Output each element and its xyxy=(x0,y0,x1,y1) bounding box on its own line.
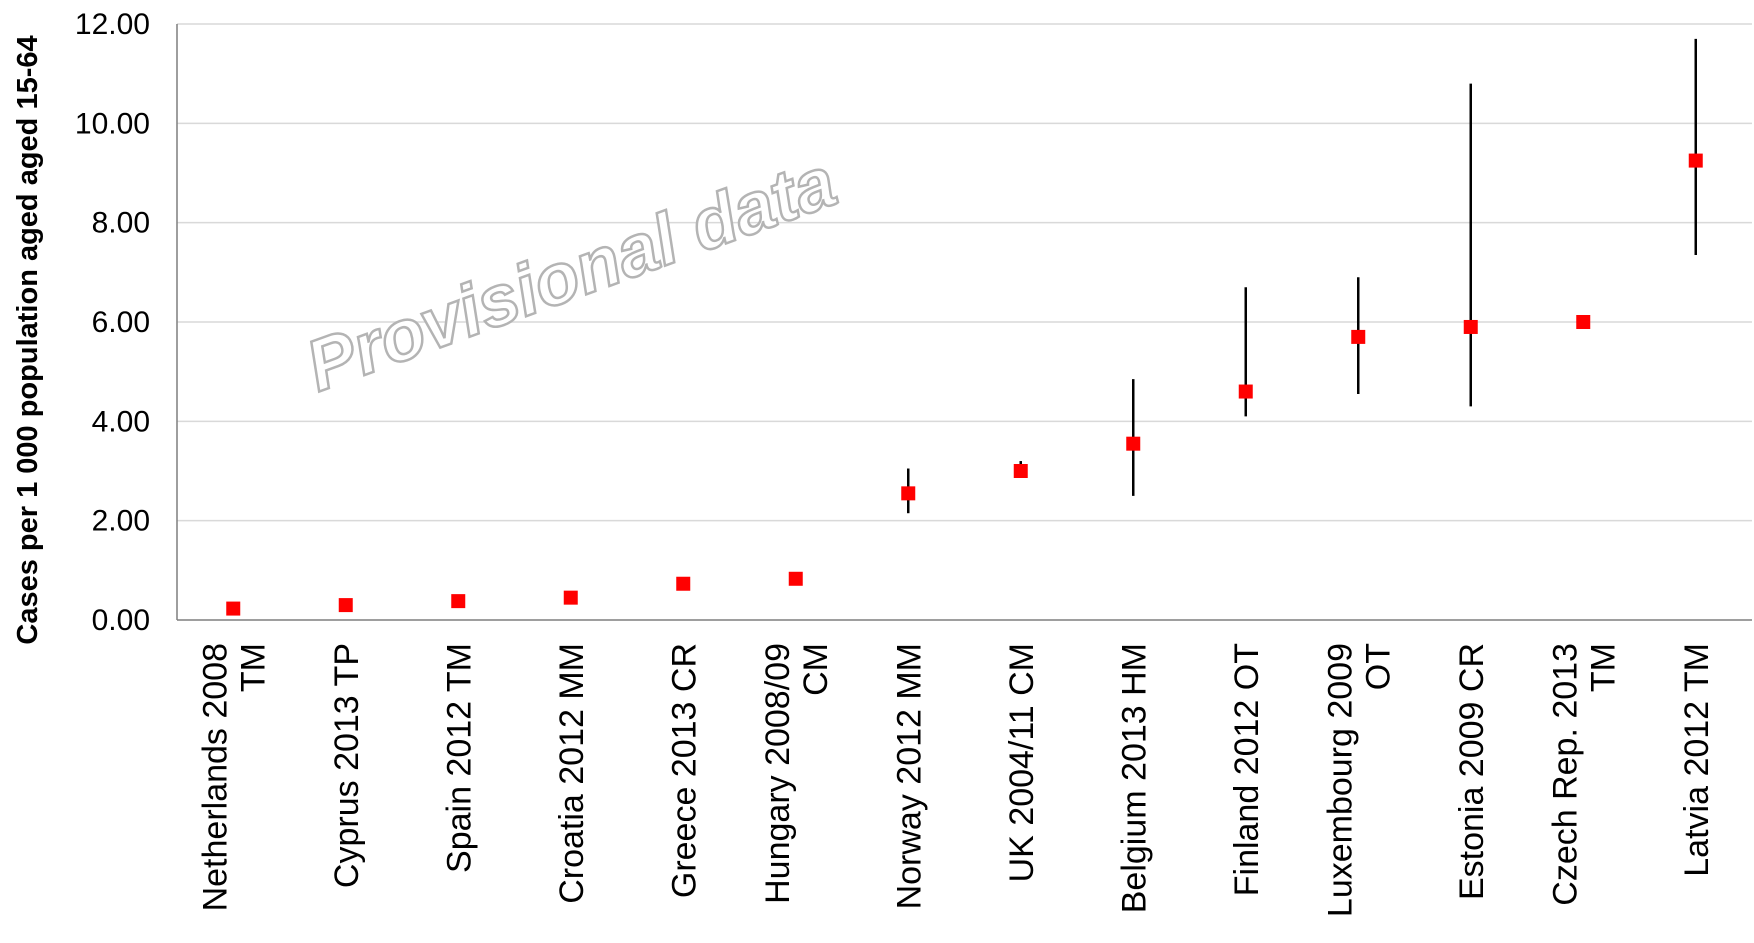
y-tick-label: 12.00 xyxy=(75,8,150,41)
y-tick-label: 6.00 xyxy=(92,306,150,339)
x-category-label: Croatia 2012 MM xyxy=(553,643,591,904)
x-category-label: Netherlands 2008 xyxy=(196,643,234,911)
x-category-labels: Netherlands 2008 TM Cyprus 2013 TP Spain 20… xyxy=(196,643,1716,917)
x-category-label: UK 2004/11 CM xyxy=(1003,643,1041,882)
x-category-label: Hungary 2008/09 xyxy=(759,643,797,904)
data-point xyxy=(338,598,353,613)
y-tick-label: 10.00 xyxy=(75,107,150,140)
grid-lines xyxy=(177,23,1752,522)
data-point xyxy=(1688,153,1703,168)
x-category-label: Latvia 2012 TM xyxy=(1678,643,1716,877)
data-point xyxy=(788,571,803,586)
data-point xyxy=(1013,464,1028,478)
data-point xyxy=(1351,329,1366,344)
x-category-label: Greece 2013 CR xyxy=(665,643,703,898)
data-point xyxy=(901,486,916,501)
data-point xyxy=(1238,384,1253,399)
y-tick-labels: 0.00 2.00 4.00 6.00 8.00 10.00 12.00 xyxy=(75,8,150,637)
x-category-label: Belgium 2013 HM xyxy=(1115,643,1153,913)
x-category-label: Estonia 2009 CR xyxy=(1453,643,1491,900)
x-category-label: OT xyxy=(1359,643,1397,690)
data-points xyxy=(226,153,1703,616)
x-category-label: CM xyxy=(797,643,835,696)
x-category-label: Norway 2012 MM xyxy=(890,643,928,909)
y-tick-label: 2.00 xyxy=(92,505,150,538)
data-point xyxy=(1126,436,1141,451)
data-point xyxy=(1463,319,1478,334)
x-category-label: Finland 2012 OT xyxy=(1228,643,1266,896)
data-point xyxy=(1576,315,1591,329)
data-point xyxy=(451,594,466,609)
y-tick-label: 8.00 xyxy=(92,207,150,240)
y-tick-label: 0.00 xyxy=(92,604,150,637)
x-category-label: Spain 2012 TM xyxy=(440,643,478,873)
data-point xyxy=(226,601,241,616)
x-category-label: TM xyxy=(1584,643,1622,692)
x-category-label: Czech Rep. 2013 xyxy=(1546,643,1584,906)
data-point xyxy=(563,590,578,605)
data-point xyxy=(676,576,691,591)
x-category-label: TM xyxy=(234,643,272,692)
watermark: Provisional data xyxy=(296,142,846,407)
axes xyxy=(176,24,1752,621)
x-category-label: Cyprus 2013 TP xyxy=(328,643,366,888)
x-category-label: Luxembourg 2009 xyxy=(1321,643,1359,917)
y-tick-label: 4.00 xyxy=(92,405,150,438)
y-axis-label: Cases per 1 000 population aged aged 15-… xyxy=(12,35,44,644)
